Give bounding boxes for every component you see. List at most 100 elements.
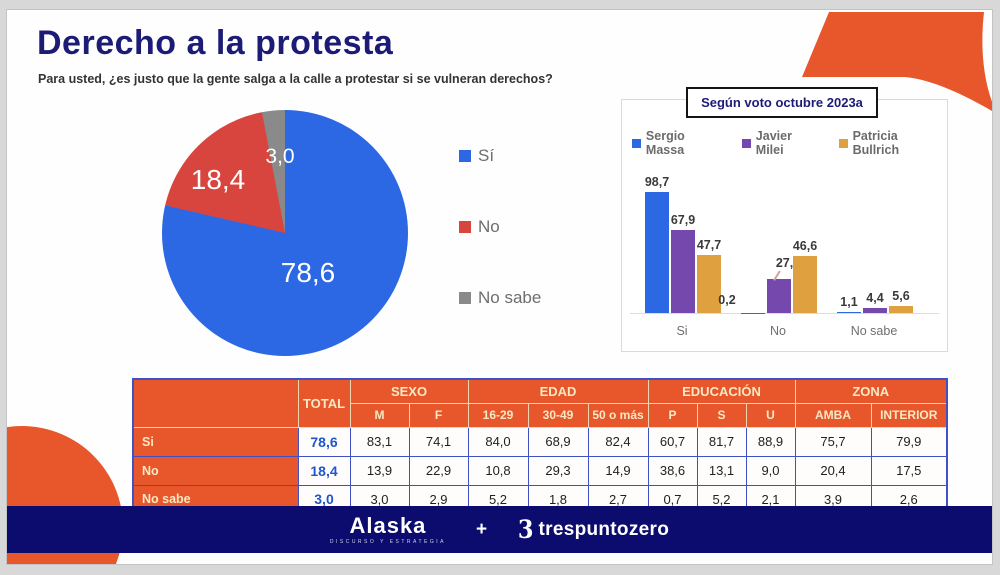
table-corner-cell bbox=[132, 378, 299, 428]
pie-legend: Sí No No sabe bbox=[459, 146, 541, 308]
survey-question: Para usted, ¿es justo que la gente salga… bbox=[38, 72, 553, 86]
legend-swatch-icon bbox=[741, 138, 751, 148]
table-header-group: ZONA bbox=[794, 378, 948, 404]
x-axis-label: Si bbox=[676, 324, 688, 338]
bar bbox=[767, 279, 791, 313]
alaska-logo-subtext: DISCURSO Y ESTRATEGIA bbox=[329, 538, 447, 545]
bar-value-label: 46,6 bbox=[792, 238, 818, 253]
x-axis-label: No bbox=[770, 324, 786, 338]
voto-title-box: Según voto octubre 2023a bbox=[686, 87, 878, 118]
trespuntozero-mark-icon: 3 bbox=[517, 515, 534, 544]
bar-value-label: 0,2 bbox=[718, 293, 736, 307]
table-cell: 75,7 bbox=[794, 426, 872, 457]
table-cell: 14,9 bbox=[587, 455, 649, 486]
legend-label: Javier Milei bbox=[755, 129, 792, 157]
bar-plot-area: 98,7 67,9 47,7 Si 0,2 27,7 46,6 No 1,1 4,4 5,6 No s… bbox=[622, 100, 947, 351]
bar-value-label: 1,1 bbox=[840, 294, 858, 309]
alaska-logo-text: Alaska bbox=[349, 512, 427, 538]
bar-legend-item: Sergio Massa bbox=[632, 129, 726, 157]
table-cell: 84,0 bbox=[467, 426, 529, 457]
bar-legend-item: Javier Milei bbox=[741, 129, 823, 157]
bar bbox=[671, 229, 695, 313]
table-header-group: EDAD bbox=[467, 378, 649, 404]
footer-bar: Alaska DISCURSO Y ESTRATEGIA + 3 trespun… bbox=[7, 506, 992, 553]
table-cell: 20,4 bbox=[794, 455, 872, 486]
table-header-cell: P bbox=[647, 402, 698, 428]
page-title: Derecho a la protesta bbox=[37, 24, 394, 62]
legend-swatch-icon bbox=[632, 138, 641, 148]
row-label: Si bbox=[132, 426, 299, 457]
pie-chart: 78,6 18,4 3,0 bbox=[162, 110, 408, 356]
total-value: 18,4 bbox=[297, 455, 351, 486]
table-header-cell: 50 o más bbox=[587, 402, 649, 428]
x-axis-line bbox=[630, 313, 939, 314]
legend-label: Sergio Massa bbox=[645, 129, 685, 157]
table-cell: 17,5 bbox=[870, 455, 948, 486]
table-cell: 81,7 bbox=[696, 426, 747, 457]
slide: Derecho a la protesta Para usted, ¿es ju… bbox=[6, 9, 993, 565]
row-label: No bbox=[132, 455, 299, 486]
pie-slice-label: 78,6 bbox=[280, 257, 336, 288]
table-cell: 74,1 bbox=[408, 426, 469, 457]
table-cell: 22,9 bbox=[408, 455, 469, 486]
bar-value-label: 98,7 bbox=[644, 175, 670, 190]
table-cell: 38,6 bbox=[647, 455, 698, 486]
table-header-cell: 30-49 bbox=[527, 402, 589, 428]
table-header-group: SEXO bbox=[349, 378, 469, 404]
table-header-cell: M bbox=[349, 402, 410, 428]
legend-label: Sí bbox=[478, 146, 495, 165]
table-cell: 9,0 bbox=[745, 455, 796, 486]
legend-label: Patricia Bullrich bbox=[852, 129, 900, 157]
bar-legend: Sergio Massa Javier Milei Patricia Bullr… bbox=[632, 129, 947, 157]
bar-value-label: 47,7 bbox=[696, 237, 722, 252]
bar bbox=[863, 307, 887, 313]
table-header-cell: U bbox=[745, 402, 796, 428]
bar bbox=[837, 311, 861, 313]
bar-legend-item: Patricia Bullrich bbox=[838, 129, 947, 157]
trespuntozero-logo: 3 trespuntozero bbox=[517, 515, 669, 544]
results-table: TOTAL SEXO EDAD EDUCACIÓN ZONA M F 16-29 30-49 50… bbox=[132, 378, 948, 515]
pie-slice-label: 18,4 bbox=[190, 164, 246, 195]
legend-label: No bbox=[478, 217, 500, 236]
table-cell: 68,9 bbox=[527, 426, 589, 457]
bar-chart-panel: Sergio Massa Javier Milei Patricia Bullr… bbox=[621, 99, 948, 352]
legend-label: No sabe bbox=[478, 288, 542, 307]
bar bbox=[741, 312, 765, 313]
plus-sign: + bbox=[476, 518, 488, 540]
bar bbox=[889, 306, 913, 313]
legend-swatch-icon bbox=[459, 292, 471, 304]
table-cell: 60,7 bbox=[647, 426, 698, 457]
table-header-total: TOTAL bbox=[297, 378, 351, 428]
bar bbox=[793, 255, 817, 313]
voto-title: Según voto octubre 2023a bbox=[701, 95, 863, 110]
table-row: No 18,4 13,9 22,9 10,8 29,3 14,9 38,6 13,1 9,0 20… bbox=[132, 455, 948, 486]
table-cell: 79,9 bbox=[870, 426, 948, 457]
bar-value-label: 4,4 bbox=[866, 290, 884, 305]
table-cell: 13,9 bbox=[349, 455, 410, 486]
bar bbox=[697, 254, 721, 313]
pie-graphic bbox=[162, 110, 408, 356]
table-header-cell: AMBA bbox=[794, 402, 872, 428]
x-axis-label: No sabe bbox=[850, 324, 898, 338]
pie-legend-item: Sí bbox=[459, 146, 541, 166]
table-cell: 29,3 bbox=[527, 455, 589, 486]
bar-value-label: 5,6 bbox=[892, 289, 910, 304]
legend-swatch-icon bbox=[459, 150, 471, 162]
table-cell: 13,1 bbox=[696, 455, 747, 486]
legend-swatch-icon bbox=[459, 221, 471, 233]
pie-legend-item: No sabe bbox=[459, 288, 541, 308]
trespuntozero-logo-text: trespuntozero bbox=[538, 518, 670, 540]
table-cell: 88,9 bbox=[745, 426, 796, 457]
pie-slice-label: 3,0 bbox=[265, 145, 295, 168]
table-header-cell: INTERIOR bbox=[870, 402, 948, 428]
table-row: Si 78,6 83,1 74,1 84,0 68,9 82,4 60,7 81,7 88,9 7… bbox=[132, 426, 948, 457]
table-header-cell: S bbox=[696, 402, 747, 428]
bar-value-label: 67,9 bbox=[670, 212, 696, 227]
orange-shape-top-right bbox=[802, 12, 992, 112]
table-cell: 82,4 bbox=[587, 426, 649, 457]
table-header-cell: 16-29 bbox=[467, 402, 529, 428]
bar bbox=[645, 192, 669, 313]
pie-legend-item: No bbox=[459, 217, 541, 237]
table-header-group: EDUCACIÓN bbox=[647, 378, 796, 404]
legend-swatch-icon bbox=[838, 138, 848, 148]
